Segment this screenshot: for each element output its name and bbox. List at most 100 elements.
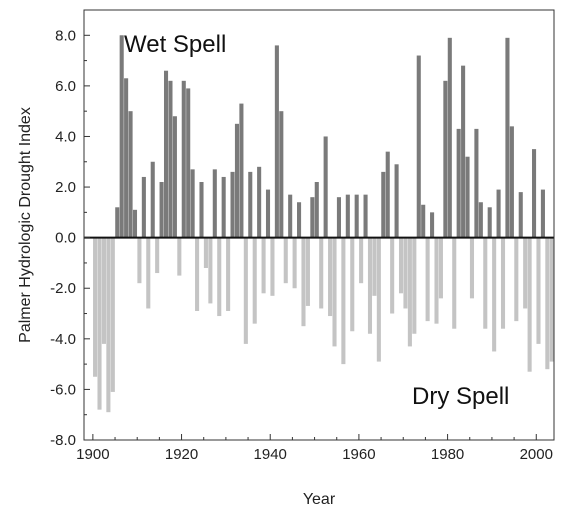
bar-1960 (359, 237, 364, 284)
bar-1906 (119, 35, 124, 238)
bar-1956 (341, 237, 346, 365)
y-tick-label: -4.0 (50, 331, 76, 348)
bar-1987 (478, 202, 483, 238)
bar-1958 (350, 237, 355, 332)
bar-1953 (328, 237, 333, 317)
bar-1944 (288, 194, 293, 238)
bar-1902 (101, 237, 106, 344)
y-tick-label: 6.0 (55, 78, 76, 95)
bar-1939 (265, 189, 271, 238)
x-tick-label: 1940 (254, 446, 287, 463)
bar-1935 (248, 171, 253, 238)
bar-2002 (545, 237, 550, 370)
bar-1999 (532, 149, 537, 238)
bar-1992 (500, 237, 506, 329)
y-tick-label: 4.0 (55, 128, 76, 145)
bar-1984 (465, 156, 470, 238)
bar-1995 (514, 237, 519, 322)
bar-1908 (128, 111, 133, 238)
bar-1938 (261, 237, 266, 294)
bar-1970 (403, 237, 408, 309)
bar-1945 (292, 237, 297, 289)
bar-1911 (141, 176, 146, 238)
bar-1965 (381, 171, 386, 238)
bar-1933 (239, 103, 244, 238)
bar-1928 (217, 237, 222, 317)
bar-1919 (177, 237, 182, 276)
bar-1990 (492, 237, 497, 352)
bar-1927 (212, 169, 217, 238)
x-tick-label: 1960 (342, 446, 375, 463)
bar-1983 (461, 65, 466, 238)
bar-1961 (363, 194, 368, 238)
bar-1940 (270, 237, 275, 296)
bar-1993 (505, 37, 510, 238)
bar-1917 (168, 80, 173, 238)
bar-1955 (336, 197, 341, 238)
x-tick-label: 1900 (76, 446, 109, 463)
bar-1904 (110, 237, 115, 392)
bar-1968 (394, 164, 399, 238)
bar-1991 (496, 189, 501, 238)
bar-1969 (398, 237, 404, 294)
bar-1998 (527, 237, 532, 372)
bar-1977 (434, 237, 439, 324)
x-axis: 1900 1920 1940 1960 1980 2000 (76, 434, 553, 463)
bar-1948 (305, 237, 310, 306)
y-tick-label: -8.0 (50, 432, 76, 449)
bar-1914 (155, 237, 160, 274)
bar-1957 (345, 194, 350, 238)
x-axis-title: Year (303, 491, 336, 508)
bar-1963 (372, 237, 377, 296)
y-axis-title: Palmer Hydrologic Drought Index (17, 107, 34, 343)
plot-frame (83, 9, 555, 441)
bar-1973 (416, 55, 421, 238)
bar-2003 (549, 237, 554, 362)
bar-1972 (412, 237, 417, 334)
bars-group (93, 35, 554, 413)
bar-1907 (124, 78, 129, 238)
bar-1949 (310, 197, 315, 238)
bar-1994 (509, 126, 514, 238)
bar-1964 (376, 237, 381, 362)
bar-1950 (314, 182, 319, 238)
bar-1981 (452, 237, 457, 329)
bar-1946 (297, 202, 302, 238)
bar-1913 (150, 161, 155, 238)
bar-1976 (430, 212, 435, 238)
bar-1922 (190, 169, 195, 238)
bar-1967 (390, 237, 395, 314)
bar-1923 (195, 237, 200, 311)
bar-1918 (172, 116, 177, 238)
bar-1915 (159, 182, 164, 238)
x-tick-label: 1920 (165, 446, 198, 463)
bar-1962 (367, 237, 373, 334)
bar-1925 (203, 237, 208, 268)
bar-1912 (146, 237, 151, 309)
annotation-wet-spell: Wet Spell (124, 31, 226, 58)
bar-1937 (257, 166, 262, 238)
y-tick-label: -6.0 (50, 381, 76, 398)
bar-1978 (438, 237, 443, 299)
x-tick-label: 2000 (520, 446, 553, 463)
bar-1936 (252, 237, 257, 324)
bar-1909 (132, 209, 138, 238)
y-axis: 8.0 6.0 4.0 2.0 0.0 -2.0 -4.0 -6.0 -8.0 (50, 27, 90, 449)
annotation-dry-spell: Dry Spell (412, 383, 509, 410)
bar-1982 (456, 128, 461, 238)
x-tick-label: 1980 (431, 446, 464, 463)
bar-1997 (523, 237, 528, 309)
bar-1954 (332, 237, 337, 347)
bar-1910 (137, 237, 142, 284)
bar-1916 (163, 70, 169, 238)
bar-1952 (323, 136, 328, 238)
bar-1920 (181, 80, 186, 238)
bar-2000 (536, 237, 541, 344)
bar-1903 (106, 237, 111, 413)
bar-2001 (540, 189, 545, 238)
bar-1988 (483, 237, 488, 329)
y-tick-label: -2.0 (50, 280, 76, 297)
bar-1921 (186, 88, 191, 238)
y-tick-label: 8.0 (55, 27, 76, 44)
